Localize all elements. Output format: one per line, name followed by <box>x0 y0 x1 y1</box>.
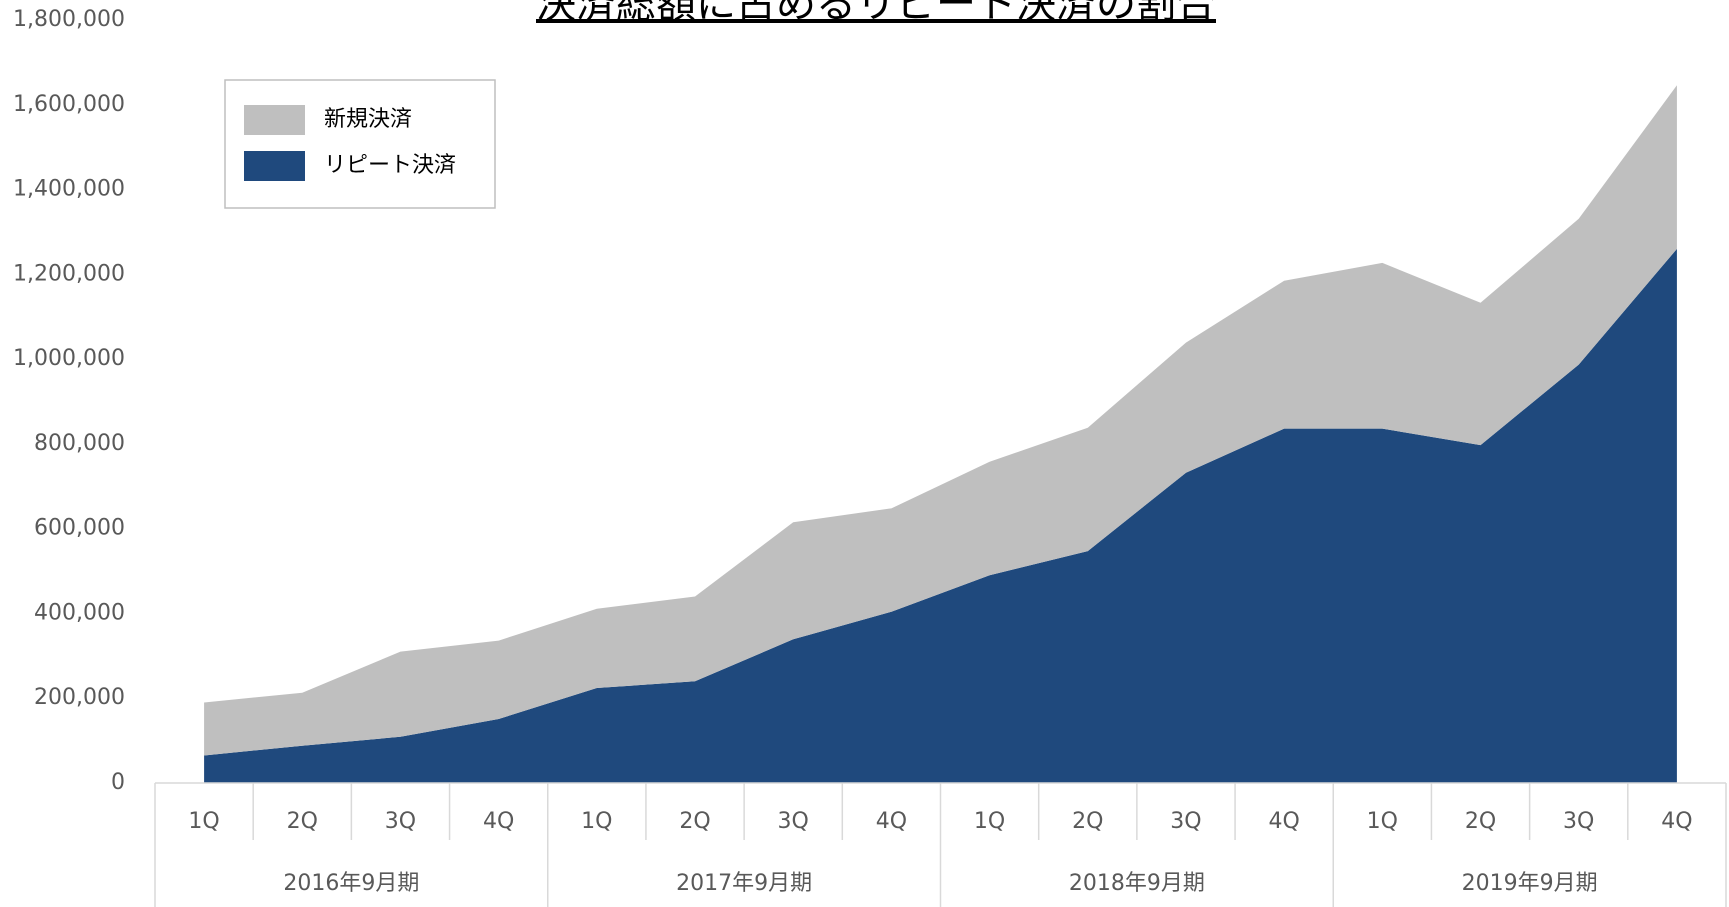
legend-label: リピート決済 <box>324 153 456 178</box>
chart-title: 決済総額に占めるリピート決済の割合 <box>536 0 1216 27</box>
area <box>204 85 1677 756</box>
y-tick-label: 800,000 <box>34 431 125 456</box>
x-tick-label: 2Q <box>679 809 710 834</box>
y-tick-label: 1,400,000 <box>13 177 125 202</box>
x-tick-label: 1Q <box>188 809 219 834</box>
group-label: 2016年9月期 <box>283 871 419 896</box>
x-tick-label: 2Q <box>1465 809 1496 834</box>
x-tick-label: 2Q <box>287 809 318 834</box>
x-tick-label: 4Q <box>876 809 907 834</box>
x-tick-label: 2Q <box>1072 809 1103 834</box>
y-tick-label: 600,000 <box>34 516 125 541</box>
x-tick-label: 4Q <box>1661 809 1692 834</box>
group-label: 2019年9月期 <box>1462 871 1598 896</box>
y-tick-label: 0 <box>111 770 125 795</box>
legend-swatch <box>244 151 305 181</box>
legend-box <box>224 79 496 209</box>
x-tick-label: 3Q <box>1170 809 1201 834</box>
x-tick-label: 1Q <box>974 809 1005 834</box>
x-tick-label: 1Q <box>581 809 612 834</box>
area <box>204 248 1677 783</box>
legend-label: 新規決済 <box>324 107 412 132</box>
y-tick-label: 200,000 <box>34 685 125 710</box>
group-label: 2018年9月期 <box>1069 871 1205 896</box>
group-label: 2017年9月期 <box>676 871 812 896</box>
x-tick-label: 3Q <box>1563 809 1594 834</box>
x-tick-label: 4Q <box>1268 809 1299 834</box>
x-tick-label: 3Q <box>778 809 809 834</box>
y-tick-label: 1,800,000 <box>13 7 125 32</box>
y-tick-label: 400,000 <box>34 600 125 625</box>
y-tick-label: 1,200,000 <box>13 261 125 286</box>
legend-swatch <box>244 105 305 135</box>
x-tick-label: 4Q <box>483 809 514 834</box>
y-tick-label: 1,600,000 <box>13 92 125 117</box>
x-tick-label: 3Q <box>385 809 416 834</box>
y-tick-label: 1,000,000 <box>13 346 125 371</box>
x-tick-label: 1Q <box>1367 809 1398 834</box>
